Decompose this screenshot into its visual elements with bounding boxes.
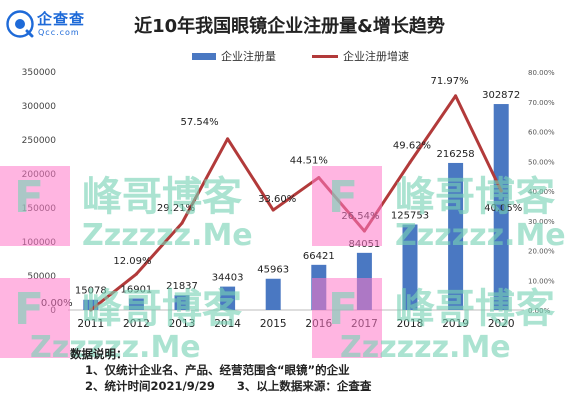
bar [265,278,281,310]
bar [493,104,509,310]
legend-label-registrations: 企业注册量 [221,50,276,63]
chart-plot: 0500001000001500002000002500003000003500… [22,68,555,330]
bar [448,162,464,310]
growth-value-label: 57.54% [181,117,219,128]
bar [356,252,372,310]
growth-value-label: 71.97% [431,76,469,87]
y-right-tick-label: 30.00% [528,218,555,226]
x-tick-label: 2018 [397,318,424,330]
x-tick-label: 2016 [305,318,332,330]
qcc-logo-icon [6,10,34,38]
y-right-tick-label: 60.00% [528,129,555,137]
growth-point [317,176,321,180]
chart-title: 近10年我国眼镜企业注册量&增长趋势 [134,16,445,37]
y-right-tick-label: 40.00% [528,188,555,196]
growth-point [226,137,230,141]
legend-label-growth: 企业注册增速 [343,50,409,63]
growth-value-label: 12.09% [113,256,151,267]
note-line-2: 2、统计时间2021/9/29 3、以上数据来源：企查查 [70,378,371,394]
legend-swatch-line [312,54,338,58]
y-left-tick-label: 200000 [22,170,57,180]
chart-legend: 企业注册量 企业注册增速 [0,48,579,64]
y-right-tick-label: 0.00% [528,307,551,315]
growth-value-label: 29.21% [157,203,195,214]
data-notes: 数据说明： 1、仅统计企业名、产品、经营范围含“眼镜”的企业 2、统计时间202… [70,346,371,394]
y-left-tick-label: 150000 [22,204,57,214]
bar [128,298,144,310]
bar-value-label: 125753 [391,210,429,221]
bar-value-label: 84051 [348,239,380,250]
y-right-tick-label: 50.00% [528,158,555,166]
growth-point [408,160,412,164]
growth-point [499,189,503,193]
y-right-tick-label: 70.00% [528,99,555,107]
x-tick-label: 2011 [77,318,104,330]
note-line-2a: 2、统计时间2021/9/29 [85,379,215,393]
note-line-2b: 3、以上数据来源：企查查 [236,379,372,393]
x-tick-label: 2020 [488,318,515,330]
y-left-tick-label: 300000 [22,102,57,112]
y-left-tick-label: 100000 [22,238,57,248]
y-right-tick-label: 10.00% [528,277,555,285]
x-tick-label: 2014 [214,318,241,330]
x-tick-label: 2015 [260,318,287,330]
notes-heading: 数据说明： [70,347,128,361]
growth-point [454,94,458,98]
growth-line [89,94,503,312]
bar-value-label: 21837 [166,281,198,292]
bar [83,299,99,310]
y-right-tick-label: 80.00% [528,69,555,77]
growth-value-label: 0.00% [41,298,73,309]
bar [220,286,236,310]
growth-point [89,308,93,312]
x-tick-label: 2019 [442,318,469,330]
y-left-tick-label: 50000 [27,272,56,282]
bar-value-label: 15078 [75,286,107,297]
bar-value-label: 216258 [437,149,475,160]
growth-point [271,208,275,212]
growth-value-label: 33.60% [258,194,296,205]
logo-url: Qcc.com [38,28,80,37]
growth-value-label: 40.05% [484,203,522,214]
note-line-1: 1、仅统计企业名、产品、经营范围含“眼镜”的企业 [85,363,350,377]
y-left-tick-label: 250000 [22,136,57,146]
legend-swatch-bar [192,52,216,60]
logo-name: 企查查 [37,10,86,28]
growth-point [362,229,366,233]
x-tick-label: 2013 [169,318,196,330]
y-left-tick-label: 350000 [22,68,57,78]
bar [311,264,327,310]
bar-value-label: 34403 [212,273,244,284]
x-tick-label: 2017 [351,318,378,330]
bar-value-label: 45963 [257,265,289,276]
growth-value-label: 26.54% [341,211,379,222]
legend-entry-growth: 企业注册增速 [312,48,409,64]
bar [402,224,418,310]
bar [174,295,190,310]
legend-entry-registrations: 企业注册量 [192,48,276,64]
growth-value-label: 44.51% [290,156,328,167]
x-tick-label: 2012 [123,318,150,330]
growth-point [134,272,138,276]
bar-value-label: 16901 [120,285,152,296]
growth-value-label: 49.62% [393,140,431,151]
bar-value-label: 302872 [482,90,520,101]
growth-point [180,221,184,225]
qcc-logo: 企查查 Qcc.com [6,6,110,40]
bar-value-label: 66421 [303,251,335,262]
y-right-tick-label: 20.00% [528,248,555,256]
